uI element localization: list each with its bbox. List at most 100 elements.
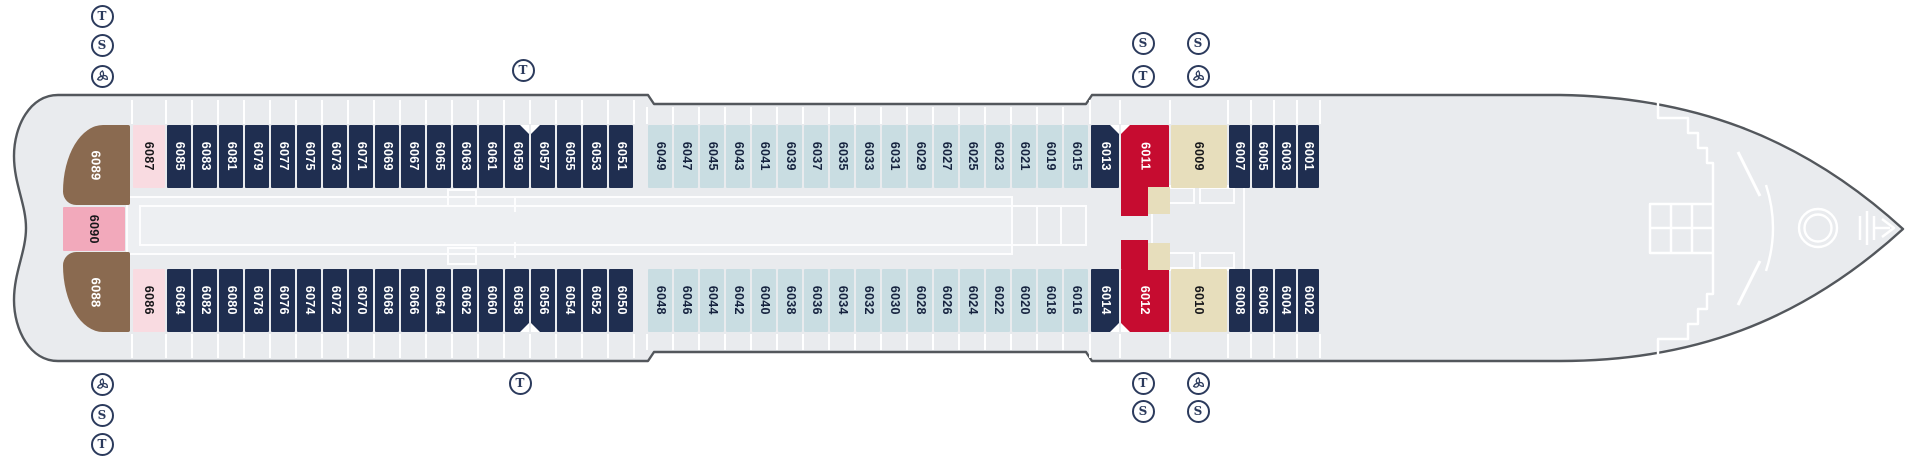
cabin-6082[interactable]: 6082 (193, 269, 217, 332)
cabin-6021[interactable]: 6021 (1012, 125, 1036, 188)
cabin-6053[interactable]: 6053 (583, 125, 607, 188)
cabin-6057[interactable]: 6057 (531, 125, 555, 188)
cabin-6064[interactable]: 6064 (427, 269, 451, 332)
cabin-6076[interactable]: 6076 (271, 269, 295, 332)
cabin-6002[interactable]: 6002 (1298, 269, 1319, 332)
balcony-divider (646, 107, 648, 124)
cabin-6063[interactable]: 6063 (453, 125, 477, 188)
cabin-6037[interactable]: 6037 (804, 125, 828, 188)
cabin-6013[interactable]: 6013 (1091, 125, 1119, 188)
cabin-6052[interactable]: 6052 (583, 269, 607, 332)
cabin-6080[interactable]: 6080 (219, 269, 243, 332)
cabin-6085[interactable]: 6085 (167, 125, 191, 188)
cabin-extension (1148, 187, 1170, 214)
cabin-6036[interactable]: 6036 (804, 269, 828, 332)
cabin-6040[interactable]: 6040 (752, 269, 776, 332)
cabin-6033[interactable]: 6033 (856, 125, 880, 188)
cabin-6031[interactable]: 6031 (882, 125, 906, 188)
cabin-6087[interactable]: 6087 (133, 125, 165, 188)
cabin-extension (1148, 243, 1170, 270)
cabin-6048[interactable]: 6048 (648, 269, 672, 332)
cabin-6012[interactable]: 6012 (1121, 240, 1169, 332)
cabin-6056[interactable]: 6056 (531, 269, 555, 332)
cabin-number: 6058 (510, 285, 525, 316)
cabin-6029[interactable]: 6029 (908, 125, 932, 188)
cabin-6058[interactable]: 6058 (505, 269, 529, 332)
cabin-6006[interactable]: 6006 (1252, 269, 1273, 332)
cabin-6010[interactable]: 6010 (1148, 243, 1227, 332)
cabin-6004[interactable]: 6004 (1275, 269, 1296, 332)
cabin-6038[interactable]: 6038 (778, 269, 802, 332)
cabin-6046[interactable]: 6046 (674, 269, 698, 332)
balcony-divider (217, 100, 219, 124)
balcony-divider (243, 334, 245, 358)
cabin-6077[interactable]: 6077 (271, 125, 295, 188)
cabin-6078[interactable]: 6078 (245, 269, 269, 332)
cabin-6030[interactable]: 6030 (882, 269, 906, 332)
cabin-6043[interactable]: 6043 (726, 125, 750, 188)
cabin-6041[interactable]: 6041 (752, 125, 776, 188)
cabin-6060[interactable]: 6060 (479, 269, 503, 332)
cabin-6086[interactable]: 6086 (133, 269, 165, 332)
cabin-6090[interactable]: 6090 (63, 207, 125, 251)
cabin-6023[interactable]: 6023 (986, 125, 1010, 188)
cabin-6020[interactable]: 6020 (1012, 269, 1036, 332)
cabin-6079[interactable]: 6079 (245, 125, 269, 188)
cabin-6003[interactable]: 6003 (1275, 125, 1296, 188)
cabin-6074[interactable]: 6074 (297, 269, 321, 332)
cabin-6049[interactable]: 6049 (648, 125, 672, 188)
cabin-6051[interactable]: 6051 (609, 125, 633, 188)
cabin-6032[interactable]: 6032 (856, 269, 880, 332)
cabin-6072[interactable]: 6072 (323, 269, 347, 332)
cabin-6035[interactable]: 6035 (830, 125, 854, 188)
cabin-6011[interactable]: 6011 (1121, 125, 1169, 216)
cabin-number: 6038 (783, 285, 798, 316)
cabin-number: 6069 (380, 141, 395, 172)
cabin-6014[interactable]: 6014 (1091, 269, 1119, 332)
cabin-6034[interactable]: 6034 (830, 269, 854, 332)
cabin-6022[interactable]: 6022 (986, 269, 1010, 332)
cabin-6028[interactable]: 6028 (908, 269, 932, 332)
cabin-number: 6050 (614, 285, 629, 316)
cabin-6005[interactable]: 6005 (1252, 125, 1273, 188)
balcony-divider (451, 334, 453, 358)
cabin-6071[interactable]: 6071 (349, 125, 373, 188)
cabin-6039[interactable]: 6039 (778, 125, 802, 188)
cabin-6027[interactable]: 6027 (934, 125, 958, 188)
cabin-6075[interactable]: 6075 (297, 125, 321, 188)
cabin-6026[interactable]: 6026 (934, 269, 958, 332)
cabin-6016[interactable]: 6016 (1064, 269, 1088, 332)
cabin-6073[interactable]: 6073 (323, 125, 347, 188)
cabin-6081[interactable]: 6081 (219, 125, 243, 188)
cabin-number: 6054 (562, 285, 577, 316)
cabin-6045[interactable]: 6045 (700, 125, 724, 188)
cabin-6024[interactable]: 6024 (960, 269, 984, 332)
cabin-6055[interactable]: 6055 (557, 125, 581, 188)
cabin-6042[interactable]: 6042 (726, 269, 750, 332)
cabin-6007[interactable]: 6007 (1229, 125, 1250, 188)
cabin-6065[interactable]: 6065 (427, 125, 451, 188)
cabin-6054[interactable]: 6054 (557, 269, 581, 332)
cabin-6068[interactable]: 6068 (375, 269, 399, 332)
cabin-6019[interactable]: 6019 (1038, 125, 1062, 188)
cabin-6008[interactable]: 6008 (1229, 269, 1250, 332)
cabin-6069[interactable]: 6069 (375, 125, 399, 188)
cabin-6066[interactable]: 6066 (401, 269, 425, 332)
cabin-6059[interactable]: 6059 (505, 125, 529, 188)
cabin-6001[interactable]: 6001 (1298, 125, 1319, 188)
cabin-6018[interactable]: 6018 (1038, 269, 1062, 332)
cabin-6009[interactable]: 6009 (1148, 125, 1227, 214)
cabin-6044[interactable]: 6044 (700, 269, 724, 332)
cabin-number: 6039 (783, 141, 798, 172)
cabin-6062[interactable]: 6062 (453, 269, 477, 332)
cabin-6061[interactable]: 6061 (479, 125, 503, 188)
cabin-6015[interactable]: 6015 (1064, 125, 1088, 188)
cabin-6050[interactable]: 6050 (609, 269, 633, 332)
cabin-number: 6085 (172, 141, 187, 172)
cabin-6047[interactable]: 6047 (674, 125, 698, 188)
cabin-6083[interactable]: 6083 (193, 125, 217, 188)
cabin-6070[interactable]: 6070 (349, 269, 373, 332)
cabin-6084[interactable]: 6084 (167, 269, 191, 332)
cabin-6067[interactable]: 6067 (401, 125, 425, 188)
cabin-6025[interactable]: 6025 (960, 125, 984, 188)
